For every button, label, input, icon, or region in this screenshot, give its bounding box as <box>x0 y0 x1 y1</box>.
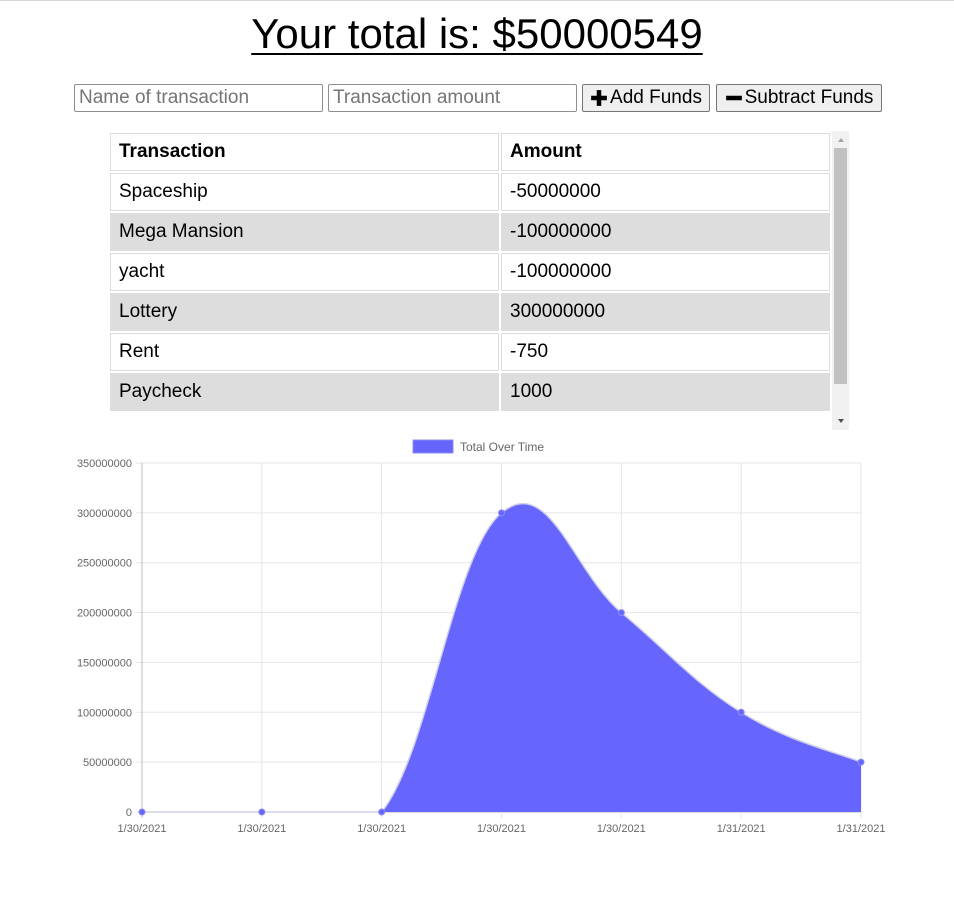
y-tick-label: 100000000 <box>77 707 132 719</box>
x-tick-label: 1/30/2021 <box>477 823 526 835</box>
add-funds-button[interactable]: Add Funds <box>582 84 710 112</box>
data-point <box>857 758 865 766</box>
table-row: Rent -750 <box>110 333 830 371</box>
transaction-name-cell: Paycheck <box>110 373 499 411</box>
y-tick-label: 200000000 <box>77 608 132 620</box>
column-header-transaction: Transaction <box>110 133 499 171</box>
table-row: yacht -100000000 <box>110 253 830 291</box>
subtract-funds-label: Subtract Funds <box>744 87 874 108</box>
minus-icon <box>725 95 742 101</box>
y-tick-label: 150000000 <box>77 657 132 669</box>
x-tick-label: 1/30/2021 <box>237 823 286 835</box>
transactions-table: Transaction Amount Spaceship -50000000 M… <box>108 131 832 413</box>
x-tick-label: 1/30/2021 <box>597 823 646 835</box>
x-tick-label: 1/31/2021 <box>717 823 766 835</box>
legend-swatch <box>412 439 454 454</box>
transaction-name-cell: Lottery <box>110 293 499 331</box>
total-prefix: Your total is: $ <box>251 10 516 57</box>
chart-svg: 0 50000000 100000000 150000000 200000000 2500… <box>77 439 886 835</box>
x-tick-label: 1/30/2021 <box>357 823 406 835</box>
table-row: Mega Mansion -100000000 <box>110 213 830 251</box>
transaction-amount-cell: 1000 <box>501 373 830 411</box>
transaction-name-cell: Rent <box>110 333 499 371</box>
data-point <box>737 708 745 716</box>
y-tick-label: 250000000 <box>77 558 132 570</box>
data-point <box>378 808 386 816</box>
scrollbar-thumb[interactable] <box>834 148 847 384</box>
transaction-amount-cell: -100000000 <box>501 213 830 251</box>
data-point <box>498 509 505 517</box>
column-header-amount: Amount <box>501 133 830 171</box>
table-scrollbar[interactable] <box>832 131 849 430</box>
plus-icon <box>591 90 607 106</box>
transaction-name-input[interactable] <box>74 84 323 112</box>
table-row: Spaceship -50000000 <box>110 173 830 211</box>
scroll-up-arrow-icon[interactable] <box>832 133 849 147</box>
series-area <box>142 503 861 812</box>
y-tick-label: 300000000 <box>77 508 132 520</box>
transaction-amount-cell: -50000000 <box>501 173 830 211</box>
data-point <box>617 609 625 617</box>
subtract-funds-button[interactable]: Subtract Funds <box>716 84 882 112</box>
transaction-name-cell: Spaceship <box>110 173 499 211</box>
y-tick-label: 50000000 <box>83 757 132 769</box>
x-tick-label: 1/31/2021 <box>837 823 886 835</box>
transaction-amount-input[interactable] <box>328 84 577 112</box>
scroll-down-arrow-icon[interactable] <box>832 414 849 428</box>
data-point <box>138 808 146 816</box>
transaction-amount-cell: -100000000 <box>501 253 830 291</box>
total-title: Your total is: $50000549 <box>0 8 954 60</box>
add-funds-label: Add Funds <box>610 87 702 108</box>
transaction-amount-cell: 300000000 <box>501 293 830 331</box>
y-tick-label: 0 <box>126 807 132 819</box>
transactions-table-container[interactable]: Transaction Amount Spaceship -50000000 M… <box>108 131 849 430</box>
transaction-name-cell: yacht <box>110 253 499 291</box>
top-border <box>0 0 954 2</box>
table-header-row: Transaction Amount <box>110 133 830 171</box>
total-value: 50000549 <box>515 10 703 57</box>
transaction-name-cell: Mega Mansion <box>110 213 499 251</box>
table-row: Paycheck 1000 <box>110 373 830 411</box>
transaction-amount-cell: -750 <box>501 333 830 371</box>
y-tick-label: 350000000 <box>77 458 132 470</box>
data-point <box>258 808 266 816</box>
x-tick-label: 1/30/2021 <box>118 823 167 835</box>
table-row: Lottery 300000000 <box>110 293 830 331</box>
total-over-time-chart: 0 50000000 100000000 150000000 200000000 2500… <box>0 430 954 850</box>
legend-label: Total Over Time <box>460 440 544 454</box>
